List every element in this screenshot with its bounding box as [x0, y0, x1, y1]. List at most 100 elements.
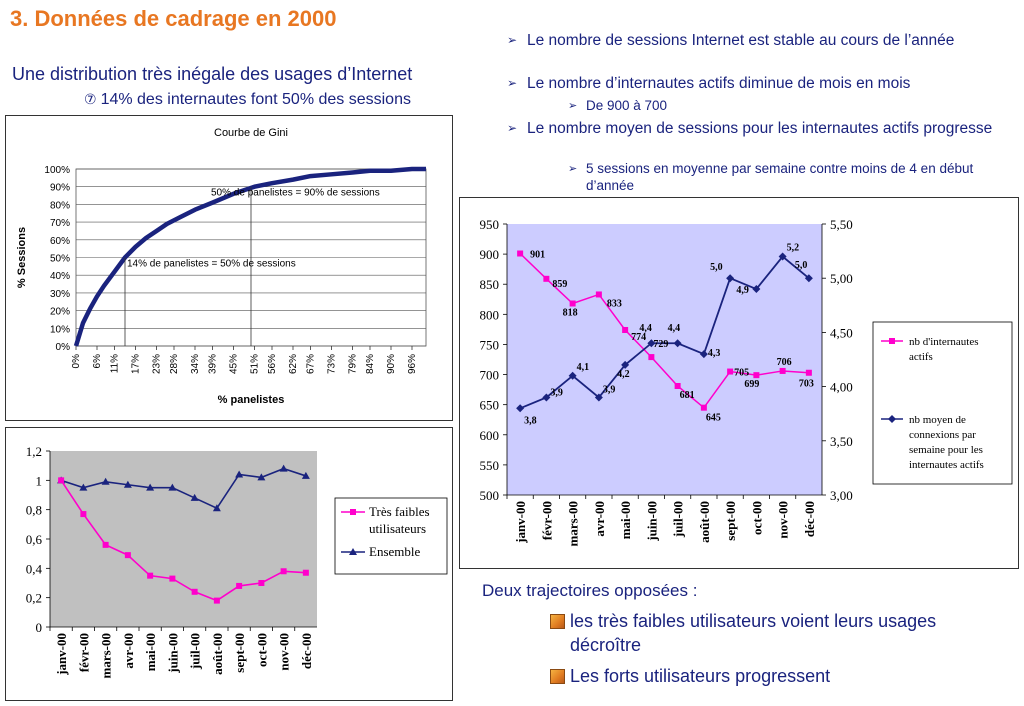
y-axis-label: % Sessions — [16, 227, 28, 288]
x-tick-label: nov-00 — [277, 633, 292, 671]
trajectories-title: Deux trajectoires opposées : — [482, 581, 698, 600]
bullet-item: ➢ Le nombre de sessions Internet est sta… — [507, 31, 997, 50]
data-label-internautes: 833 — [607, 298, 622, 309]
y-tick-label-left: 950 — [480, 217, 500, 232]
x-tick-label: févr-00 — [539, 501, 554, 540]
bullet-text: Le nombre moyen de sessions pour les int… — [527, 120, 993, 137]
data-label-connexions: 4,1 — [577, 362, 590, 373]
square-bullet-icon — [550, 669, 565, 684]
x-tick-label: 84% — [365, 354, 376, 374]
y-tick-label: 0 — [36, 620, 43, 635]
x-tick-label: déc-00 — [802, 501, 817, 537]
data-point-ensemble — [79, 483, 88, 491]
plot-area — [507, 224, 822, 495]
data-point-internautes — [595, 291, 602, 298]
x-tick-label: 51% — [250, 354, 261, 374]
data-point-connexions — [542, 393, 551, 402]
data-point-connexions — [594, 393, 603, 402]
data-label-internautes: 703 — [799, 379, 814, 390]
x-tick-label: 73% — [327, 354, 338, 374]
index-chart-svg: 0 0,2 0,4 0,6 0,8 1 1,2 janv-00 févr-00 mars-00 av… — [26, 444, 448, 679]
x-tick-label: 0% — [71, 354, 82, 369]
x-tick-label: 96% — [407, 354, 418, 374]
legend-label-connexions: semaine pour les — [909, 444, 983, 456]
legend-box — [872, 321, 1013, 485]
arrow-bullet-icon: ➢ — [568, 99, 578, 112]
x-tick-label: avr-00 — [592, 501, 607, 537]
y-tick-label: 100% — [44, 165, 70, 176]
y-tick-label-right: 3,50 — [830, 434, 853, 449]
data-label-internautes: 859 — [552, 279, 567, 290]
data-label-internautes: 774 — [631, 332, 646, 343]
data-label-internautes: 699 — [744, 379, 759, 390]
x-tick-label: mai-00 — [143, 633, 158, 671]
legend-label-internautes: actifs — [909, 351, 933, 363]
arrow-bullet-icon: ➢ — [507, 33, 518, 47]
sub-bullet-item: ➢ De 900 à 700 — [568, 97, 986, 114]
y-tick-label: 0,4 — [26, 561, 43, 576]
data-point-tres-faibles — [302, 569, 309, 576]
y-tick-label-right: 4,00 — [830, 380, 853, 395]
data-point-internautes — [805, 369, 812, 376]
bullet-text: Le nombre de sessions Internet est stabl… — [527, 32, 955, 49]
x-tick-label: sept-00 — [723, 501, 738, 541]
data-point-tres-faibles — [258, 580, 265, 586]
gini-chart-svg: Courbe de Gini 0% 10% 20% 30% 40% 50% 60% 70% 80%… — [16, 127, 427, 406]
users-sessions-chart: 500 550 600 650 700 750 800 850 900 950 3,00 3,50 4,… — [459, 197, 1019, 569]
data-point-tres-faibles — [80, 511, 87, 518]
index-chart: 0 0,2 0,4 0,6 0,8 1 1,2 janv-00 févr-00 mars-00 av… — [5, 427, 453, 701]
y-tick-label: 10% — [50, 324, 70, 335]
data-label-connexions: 4,4 — [639, 323, 652, 334]
data-point-ensemble — [146, 483, 155, 491]
y-tick-label-left: 650 — [480, 398, 500, 413]
legend-label-tres-faibles: utilisateurs — [369, 521, 426, 536]
x-tick-label: 56% — [267, 354, 278, 374]
x-tick-label: mars-00 — [99, 633, 114, 679]
data-point-ensemble — [168, 483, 177, 491]
x-tick-label: janv-00 — [54, 633, 69, 676]
y-tick-label-left: 850 — [480, 277, 500, 292]
trajectory-item: Les forts utilisateurs progressent — [550, 664, 1010, 688]
data-point-connexions — [699, 350, 708, 359]
legend-label-connexions: internautes actifs — [909, 459, 984, 471]
data-point-tres-faibles — [58, 477, 65, 484]
data-label-internautes: 818 — [563, 307, 578, 318]
arrow-bullet-icon: ➢ — [568, 162, 578, 175]
data-point-internautes — [753, 372, 760, 379]
data-label-internautes: 681 — [680, 390, 695, 401]
y-tick-label-left: 800 — [480, 307, 500, 322]
gini-chart: Courbe de Gini 0% 10% 20% 30% 40% 50% 60% 70% 80%… — [5, 115, 453, 421]
x-tick-label: 11% — [110, 354, 121, 373]
data-label-connexions: 5,0 — [710, 262, 723, 273]
y-tick-label-left: 900 — [480, 247, 500, 262]
x-tick-label: oct-00 — [254, 633, 269, 667]
y-tick-label: 90% — [50, 183, 70, 194]
x-tick-label: mars-00 — [566, 501, 581, 547]
users-sessions-chart-svg: 500 550 600 650 700 750 800 850 900 950 3,00 3,50 4,… — [480, 217, 1013, 547]
x-tick-label: avr-00 — [121, 633, 136, 669]
data-label-internautes: 706 — [777, 357, 792, 368]
data-point-connexions — [516, 404, 525, 413]
annotation-label: 50% de panelistes = 90% de sessions — [211, 188, 380, 199]
bullet-item: ➢ Le nombre d’internautes actifs diminue… — [507, 74, 997, 93]
y-tick-label: 1 — [36, 473, 43, 488]
y-tick-label: 20% — [50, 307, 70, 318]
data-label-internautes: 901 — [530, 250, 545, 261]
trajectory-item: les très faibles utilisateurs voient leu… — [550, 609, 1010, 657]
data-point-internautes — [674, 382, 681, 389]
data-point-connexions — [621, 360, 630, 369]
y-tick-label: 0,6 — [26, 532, 43, 547]
sub-bullet-text: 5 sessions en moyenne par semaine contre… — [586, 161, 974, 193]
data-point-internautes — [569, 300, 576, 307]
annotation-label: 14% de panelistes = 50% de sessions — [127, 259, 296, 270]
data-point-ensemble — [190, 493, 199, 501]
square-bullet-icon — [550, 614, 565, 629]
data-point-ensemble — [123, 480, 132, 488]
x-tick-label: juil-00 — [188, 633, 203, 670]
data-label-connexions: 3,8 — [524, 415, 537, 426]
x-tick-label: juin-00 — [165, 633, 180, 674]
slide-subtitle: Une distribution très inégale des usages… — [12, 64, 413, 84]
y-tick-label-left: 550 — [480, 458, 500, 473]
data-point-connexions — [726, 274, 735, 283]
legend-marker-connexions — [888, 415, 896, 423]
